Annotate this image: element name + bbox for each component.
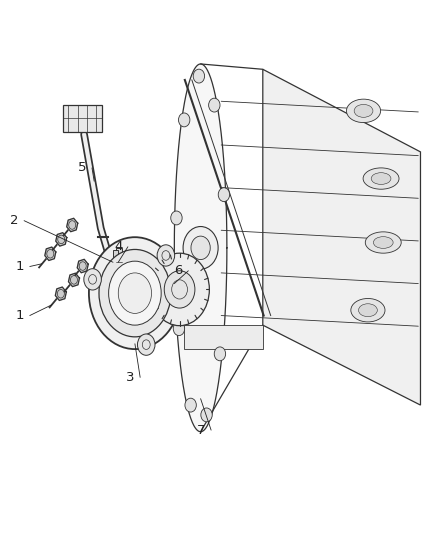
- Circle shape: [138, 334, 155, 356]
- Circle shape: [150, 253, 209, 326]
- Circle shape: [193, 69, 205, 83]
- Ellipse shape: [373, 237, 393, 248]
- Circle shape: [185, 398, 196, 412]
- Text: 3: 3: [126, 371, 135, 384]
- Ellipse shape: [354, 104, 373, 117]
- Ellipse shape: [346, 99, 381, 123]
- Polygon shape: [68, 273, 79, 287]
- Circle shape: [173, 322, 185, 336]
- Text: 1: 1: [16, 260, 25, 273]
- Circle shape: [118, 273, 152, 313]
- Polygon shape: [263, 69, 420, 405]
- Circle shape: [218, 188, 230, 201]
- Polygon shape: [174, 64, 227, 432]
- Circle shape: [99, 249, 171, 337]
- Polygon shape: [55, 287, 66, 301]
- Circle shape: [58, 235, 65, 244]
- Text: 1: 1: [16, 309, 25, 322]
- Circle shape: [191, 236, 210, 260]
- Polygon shape: [184, 325, 263, 349]
- Ellipse shape: [363, 168, 399, 189]
- Circle shape: [79, 262, 86, 270]
- Circle shape: [69, 221, 76, 229]
- Bar: [116, 248, 122, 276]
- Circle shape: [214, 347, 226, 361]
- Circle shape: [201, 408, 212, 422]
- Polygon shape: [56, 233, 67, 246]
- Ellipse shape: [359, 304, 377, 317]
- Bar: [63, 105, 102, 132]
- Circle shape: [71, 276, 78, 284]
- Text: 4: 4: [114, 240, 123, 253]
- Polygon shape: [67, 219, 78, 232]
- Ellipse shape: [365, 232, 401, 253]
- Bar: [113, 250, 118, 281]
- Circle shape: [179, 113, 190, 127]
- Circle shape: [183, 227, 218, 269]
- Circle shape: [57, 289, 64, 298]
- Polygon shape: [45, 247, 56, 261]
- Text: 6: 6: [174, 264, 183, 277]
- Circle shape: [208, 98, 220, 112]
- Ellipse shape: [371, 173, 391, 184]
- Circle shape: [84, 269, 101, 290]
- Ellipse shape: [351, 298, 385, 322]
- Circle shape: [171, 211, 182, 225]
- Text: 2: 2: [10, 214, 19, 227]
- Text: 7: 7: [197, 424, 206, 437]
- Circle shape: [47, 249, 54, 258]
- Text: 5: 5: [78, 161, 87, 174]
- Circle shape: [164, 271, 195, 308]
- Circle shape: [89, 237, 181, 349]
- Polygon shape: [77, 260, 88, 273]
- Circle shape: [157, 245, 175, 266]
- Circle shape: [109, 261, 161, 325]
